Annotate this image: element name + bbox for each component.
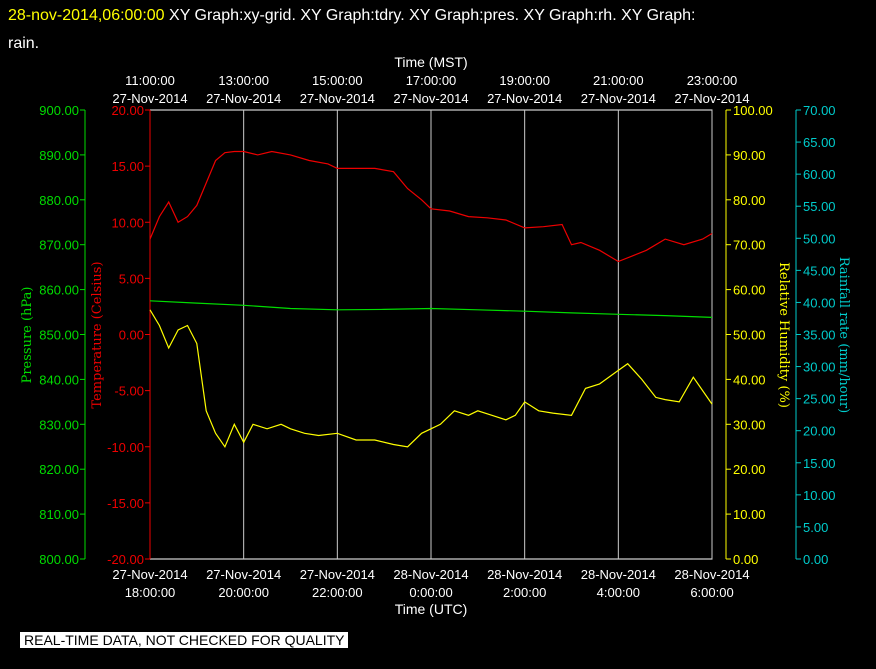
temperature-tick-label: 15.00	[111, 159, 144, 174]
x-top-tick-time: 13:00:00	[218, 73, 269, 88]
rain-tick-label: 65.00	[803, 135, 836, 150]
x-bottom-tick-date: 27-Nov-2014	[300, 567, 375, 582]
title-graph-list-cont: rain.	[8, 35, 40, 52]
temperature-tick-label: -5.00	[114, 384, 144, 399]
x-top-tick-time: 19:00:00	[499, 73, 550, 88]
rain-tick-label: 35.00	[803, 328, 836, 343]
quality-disclaimer: REAL-TIME DATA, NOT CHECKED FOR QUALITY	[20, 632, 349, 648]
temperature-tick-label: 0.00	[119, 328, 144, 343]
x-bottom-tick-time: 2:00:00	[503, 585, 546, 600]
temperature-tick-label: -10.00	[107, 440, 144, 455]
rain-tick-label: 40.00	[803, 295, 836, 310]
x-bottom-tick-date: 27-Nov-2014	[206, 567, 281, 582]
pressure-tick-label: 890.00	[39, 148, 79, 163]
humidity-tick-label: 70.00	[733, 238, 766, 253]
rain-axis-label: Rainfall rate (mm/hour)	[836, 257, 851, 413]
title-timestamp: 28-nov-2014,06:00:00	[8, 7, 165, 24]
humidity-tick-label: 40.00	[733, 372, 766, 387]
humidity-tick-label: 100.00	[733, 103, 773, 118]
humidity-tick-label: 20.00	[733, 462, 766, 477]
x-bottom-tick-time: 22:00:00	[312, 585, 363, 600]
pressure-tick-label: 880.00	[39, 193, 79, 208]
x-top-tick-date: 27-Nov-2014	[581, 91, 656, 106]
temperature-tick-label: -15.00	[107, 496, 144, 511]
series-line-tdry	[149, 150, 713, 263]
rain-tick-label: 30.00	[803, 360, 836, 375]
title-graph-list: XY Graph:xy-grid. XY Graph:tdry. XY Grap…	[164, 7, 696, 24]
x-bottom-tick-date: 28-Nov-2014	[487, 567, 562, 582]
x-bottom-tick-date: 27-Nov-2014	[112, 567, 187, 582]
x-bottom-tick-date: 28-Nov-2014	[581, 567, 656, 582]
pressure-axis-label: Pressure (hPa)	[20, 287, 35, 384]
pressure-tick-label: 810.00	[39, 507, 79, 522]
rain-tick-label: 60.00	[803, 167, 836, 182]
rain-tick-label: 20.00	[803, 424, 836, 439]
humidity-tick-label: 60.00	[733, 283, 766, 298]
x-bottom-tick-time: 6:00:00	[690, 585, 733, 600]
pressure-tick-label: 900.00	[39, 103, 79, 118]
temperature-tick-label: 10.00	[111, 215, 144, 230]
temperature-axis-label: Temperature (Celsius)	[90, 261, 105, 408]
x-top-tick-date: 27-Nov-2014	[674, 91, 749, 106]
rain-tick-label: 10.00	[803, 488, 836, 503]
x-top-tick-time: 23:00:00	[687, 73, 738, 88]
pressure-tick-label: 800.00	[39, 552, 79, 567]
temperature-tick-label: 20.00	[111, 103, 144, 118]
pressure-tick-label: 830.00	[39, 417, 79, 432]
x-top-tick-time: 11:00:00	[125, 73, 175, 88]
series-line-pres	[149, 300, 713, 318]
rain-tick-label: 0.00	[803, 552, 828, 567]
x-top-tick-time: 17:00:00	[406, 73, 457, 88]
humidity-tick-label: 50.00	[733, 328, 766, 343]
humidity-tick-label: 10.00	[733, 507, 766, 522]
series-line-rh	[149, 309, 713, 449]
pressure-tick-label: 860.00	[39, 283, 79, 298]
pressure-tick-label: 870.00	[39, 238, 79, 253]
x-bottom-tick-date: 28-Nov-2014	[674, 567, 749, 582]
pressure-tick-label: 850.00	[39, 328, 79, 343]
rain-tick-label: 45.00	[803, 263, 836, 278]
x-bottom-tick-date: 28-Nov-2014	[393, 567, 468, 582]
x-top-tick-date: 27-Nov-2014	[487, 91, 562, 106]
humidity-tick-label: 80.00	[733, 193, 766, 208]
temperature-tick-label: -20.00	[107, 552, 144, 567]
x-top-tick-date: 27-Nov-2014	[206, 91, 281, 106]
pressure-tick-label: 820.00	[39, 462, 79, 477]
x-top-tick-date: 27-Nov-2014	[300, 91, 375, 106]
rain-tick-label: 70.00	[803, 103, 836, 118]
humidity-tick-label: 90.00	[733, 148, 766, 163]
humidity-tick-label: 30.00	[733, 417, 766, 432]
rain-tick-label: 25.00	[803, 392, 836, 407]
x-top-tick-date: 27-Nov-2014	[112, 91, 187, 106]
humidity-tick-label: 0.00	[733, 552, 758, 567]
pressure-tick-label: 840.00	[39, 372, 79, 387]
rain-tick-label: 15.00	[803, 456, 836, 471]
x-top-tick-time: 15:00:00	[312, 73, 363, 88]
x-bottom-tick-time: 4:00:00	[597, 585, 640, 600]
temperature-tick-label: 5.00	[119, 271, 144, 286]
rain-tick-label: 5.00	[803, 520, 828, 535]
x-bottom-tick-time: 18:00:00	[125, 585, 176, 600]
humidity-axis-label: Relative Humidity (%)	[776, 262, 791, 408]
x-top-axis-label: Time (MST)	[394, 54, 467, 70]
x-bottom-tick-time: 20:00:00	[218, 585, 269, 600]
rain-tick-label: 50.00	[803, 231, 836, 246]
x-bottom-tick-time: 0:00:00	[409, 585, 452, 600]
graph-title: 28-nov-2014,06:00:00 XY Graph:xy-grid. X…	[8, 2, 868, 58]
x-top-tick-date: 27-Nov-2014	[393, 91, 468, 106]
x-bottom-axis-label: Time (UTC)	[395, 601, 468, 617]
x-top-tick-time: 21:00:00	[593, 73, 644, 88]
rain-tick-label: 55.00	[803, 199, 836, 214]
